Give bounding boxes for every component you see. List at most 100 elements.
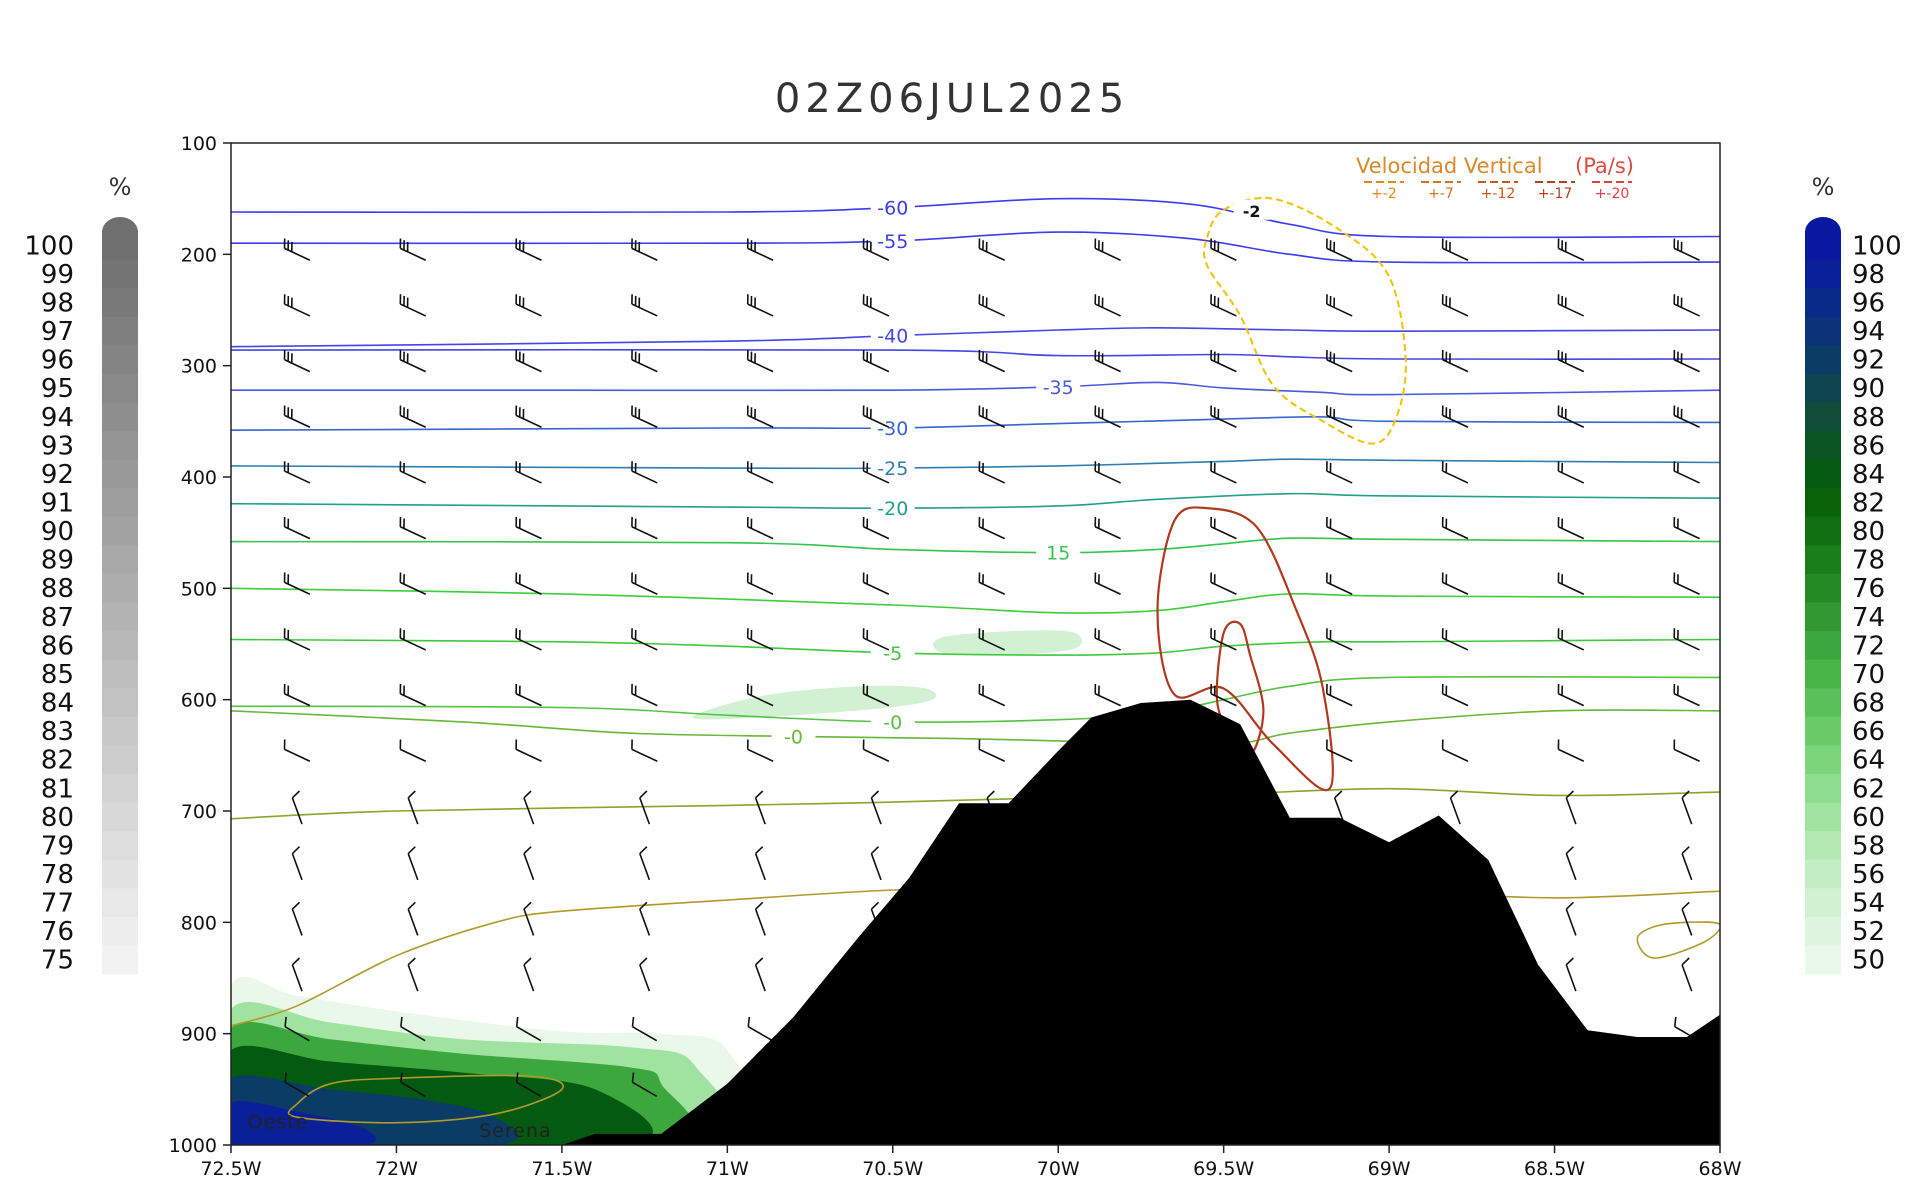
wind-barb-feather: [750, 240, 753, 251]
wind-barb-shaft: [639, 853, 651, 881]
y-tick-label: 700: [181, 801, 217, 823]
wind-barb-feather: [287, 462, 290, 473]
wind-barb: [746, 628, 774, 651]
rh-fill-region: [692, 685, 937, 720]
wind-barb: [747, 1016, 773, 1042]
wind-barb-feather: [523, 846, 532, 855]
left-colorbar-swatch: [102, 859, 138, 889]
wind-barb-feather: [755, 901, 764, 910]
right-colorbar-swatch: [1805, 831, 1841, 861]
temperature-contour: [1636, 921, 1720, 959]
wind-barb-feather: [754, 353, 756, 364]
right-colorbar-swatch: [1805, 573, 1841, 604]
left-colorbar-swatch: [102, 402, 138, 432]
wind-barb-shaft: [399, 637, 427, 651]
wind-barb-feather: [403, 574, 405, 585]
wind-barb: [746, 572, 774, 595]
vv-legend-label: +-20: [1595, 186, 1630, 202]
wind-barb-feather: [1098, 518, 1100, 529]
wind-barb-shaft: [1094, 470, 1121, 484]
wind-barb-shaft: [1326, 637, 1353, 651]
wind-barb: [862, 349, 890, 373]
wind-barb-feather: [639, 846, 648, 855]
wind-barb-feather: [750, 407, 753, 418]
wind-barb-feather: [1326, 294, 1328, 305]
wind-barb-shaft: [515, 414, 542, 428]
vertical-velocity-legend: Velocidad Vertical (Pa/s) +-2 +-7 +-12 +-17…: [1356, 154, 1634, 202]
wind-barb: [283, 739, 311, 762]
wind-barb-feather: [1210, 683, 1212, 694]
wind-barb-shaft: [284, 359, 311, 373]
wind-barb-feather: [755, 957, 764, 966]
wind-barb: [399, 238, 427, 261]
wind-barb: [283, 238, 311, 261]
wind-barb-feather: [283, 683, 286, 694]
wind-barb-shaft: [1673, 637, 1700, 651]
terrain-relief: [561, 699, 1720, 1145]
wind-barb-feather: [518, 462, 521, 473]
wind-barb: [400, 1072, 426, 1097]
left-colorbar-label: 80: [41, 803, 74, 833]
vertical-velocity-contour: [1156, 506, 1334, 792]
temperature-contour-label: -55: [877, 231, 908, 253]
wind-barb-feather: [1673, 461, 1676, 472]
wind-barb-feather: [1673, 1016, 1677, 1027]
wind-barb-feather: [870, 790, 880, 799]
contour-label-bg: [1036, 540, 1081, 563]
wind-barb: [515, 1072, 542, 1097]
temperature-contour: [231, 709, 1720, 746]
wind-barb-feather: [399, 238, 402, 249]
wind-barb-shaft: [863, 581, 890, 595]
wind-barb-shaft: [1442, 414, 1469, 428]
right-colorbar-label: 70: [1852, 660, 1885, 690]
wind-barb: [631, 628, 658, 651]
wind-barb-feather: [746, 628, 749, 639]
left-colorbar-swatch: [102, 431, 138, 461]
wind-barb-shaft: [399, 414, 427, 428]
wind-barb-feather: [1213, 574, 1216, 585]
wind-barb-feather: [750, 351, 753, 362]
wind-barb-shaft: [632, 1081, 658, 1097]
wind-barb-feather: [1329, 462, 1332, 473]
wind-barb-feather: [1217, 241, 1220, 252]
left-colorbar-swatch: [102, 659, 138, 689]
wind-barb-feather: [287, 351, 290, 362]
wind-barb-shaft: [1094, 247, 1121, 261]
wind-barb-feather: [400, 1072, 403, 1083]
wind-barb-feather: [631, 294, 633, 305]
wind-barb-feather: [522, 408, 525, 419]
wind-barb-feather: [1677, 629, 1679, 640]
vertical-velocity-contour-label: -2: [1243, 202, 1261, 221]
wind-barb: [1673, 572, 1700, 595]
wind-barb: [1673, 683, 1700, 707]
wind-barb-feather: [1333, 353, 1336, 364]
wind-barb-feather: [631, 1072, 635, 1083]
wind-barb-feather: [1098, 574, 1100, 585]
wind-barb: [1094, 683, 1121, 707]
wind-barb-feather: [283, 349, 286, 360]
wind-barb-shaft: [1210, 581, 1237, 595]
wind-barb-feather: [1217, 297, 1220, 308]
temperature-contour-label: -0: [784, 726, 803, 748]
wind-barb-shaft: [399, 581, 427, 595]
wind-barb: [1326, 294, 1353, 317]
wind-barb-feather: [1561, 351, 1564, 362]
chart-title: 02Z06JUL2025: [775, 76, 1129, 122]
wind-barb-feather: [518, 518, 521, 529]
wind-barb: [631, 405, 658, 428]
wind-barb-feather: [1210, 572, 1212, 583]
wind-barb-shaft: [399, 359, 427, 373]
wind-barb-shaft: [516, 1081, 542, 1097]
wind-barb-feather: [1210, 405, 1212, 416]
wind-barb-feather: [1094, 628, 1097, 639]
wind-barb-feather: [407, 901, 416, 910]
wind-barb-feather: [1326, 572, 1328, 583]
wind-barb-feather: [515, 1016, 519, 1027]
wind-barb: [1326, 628, 1353, 651]
wind-barb-shaft: [1094, 637, 1121, 651]
wind-barb: [1565, 790, 1577, 825]
wind-barb-feather: [1564, 353, 1567, 364]
wind-barb-feather: [746, 461, 749, 472]
wind-barb: [1681, 790, 1693, 825]
